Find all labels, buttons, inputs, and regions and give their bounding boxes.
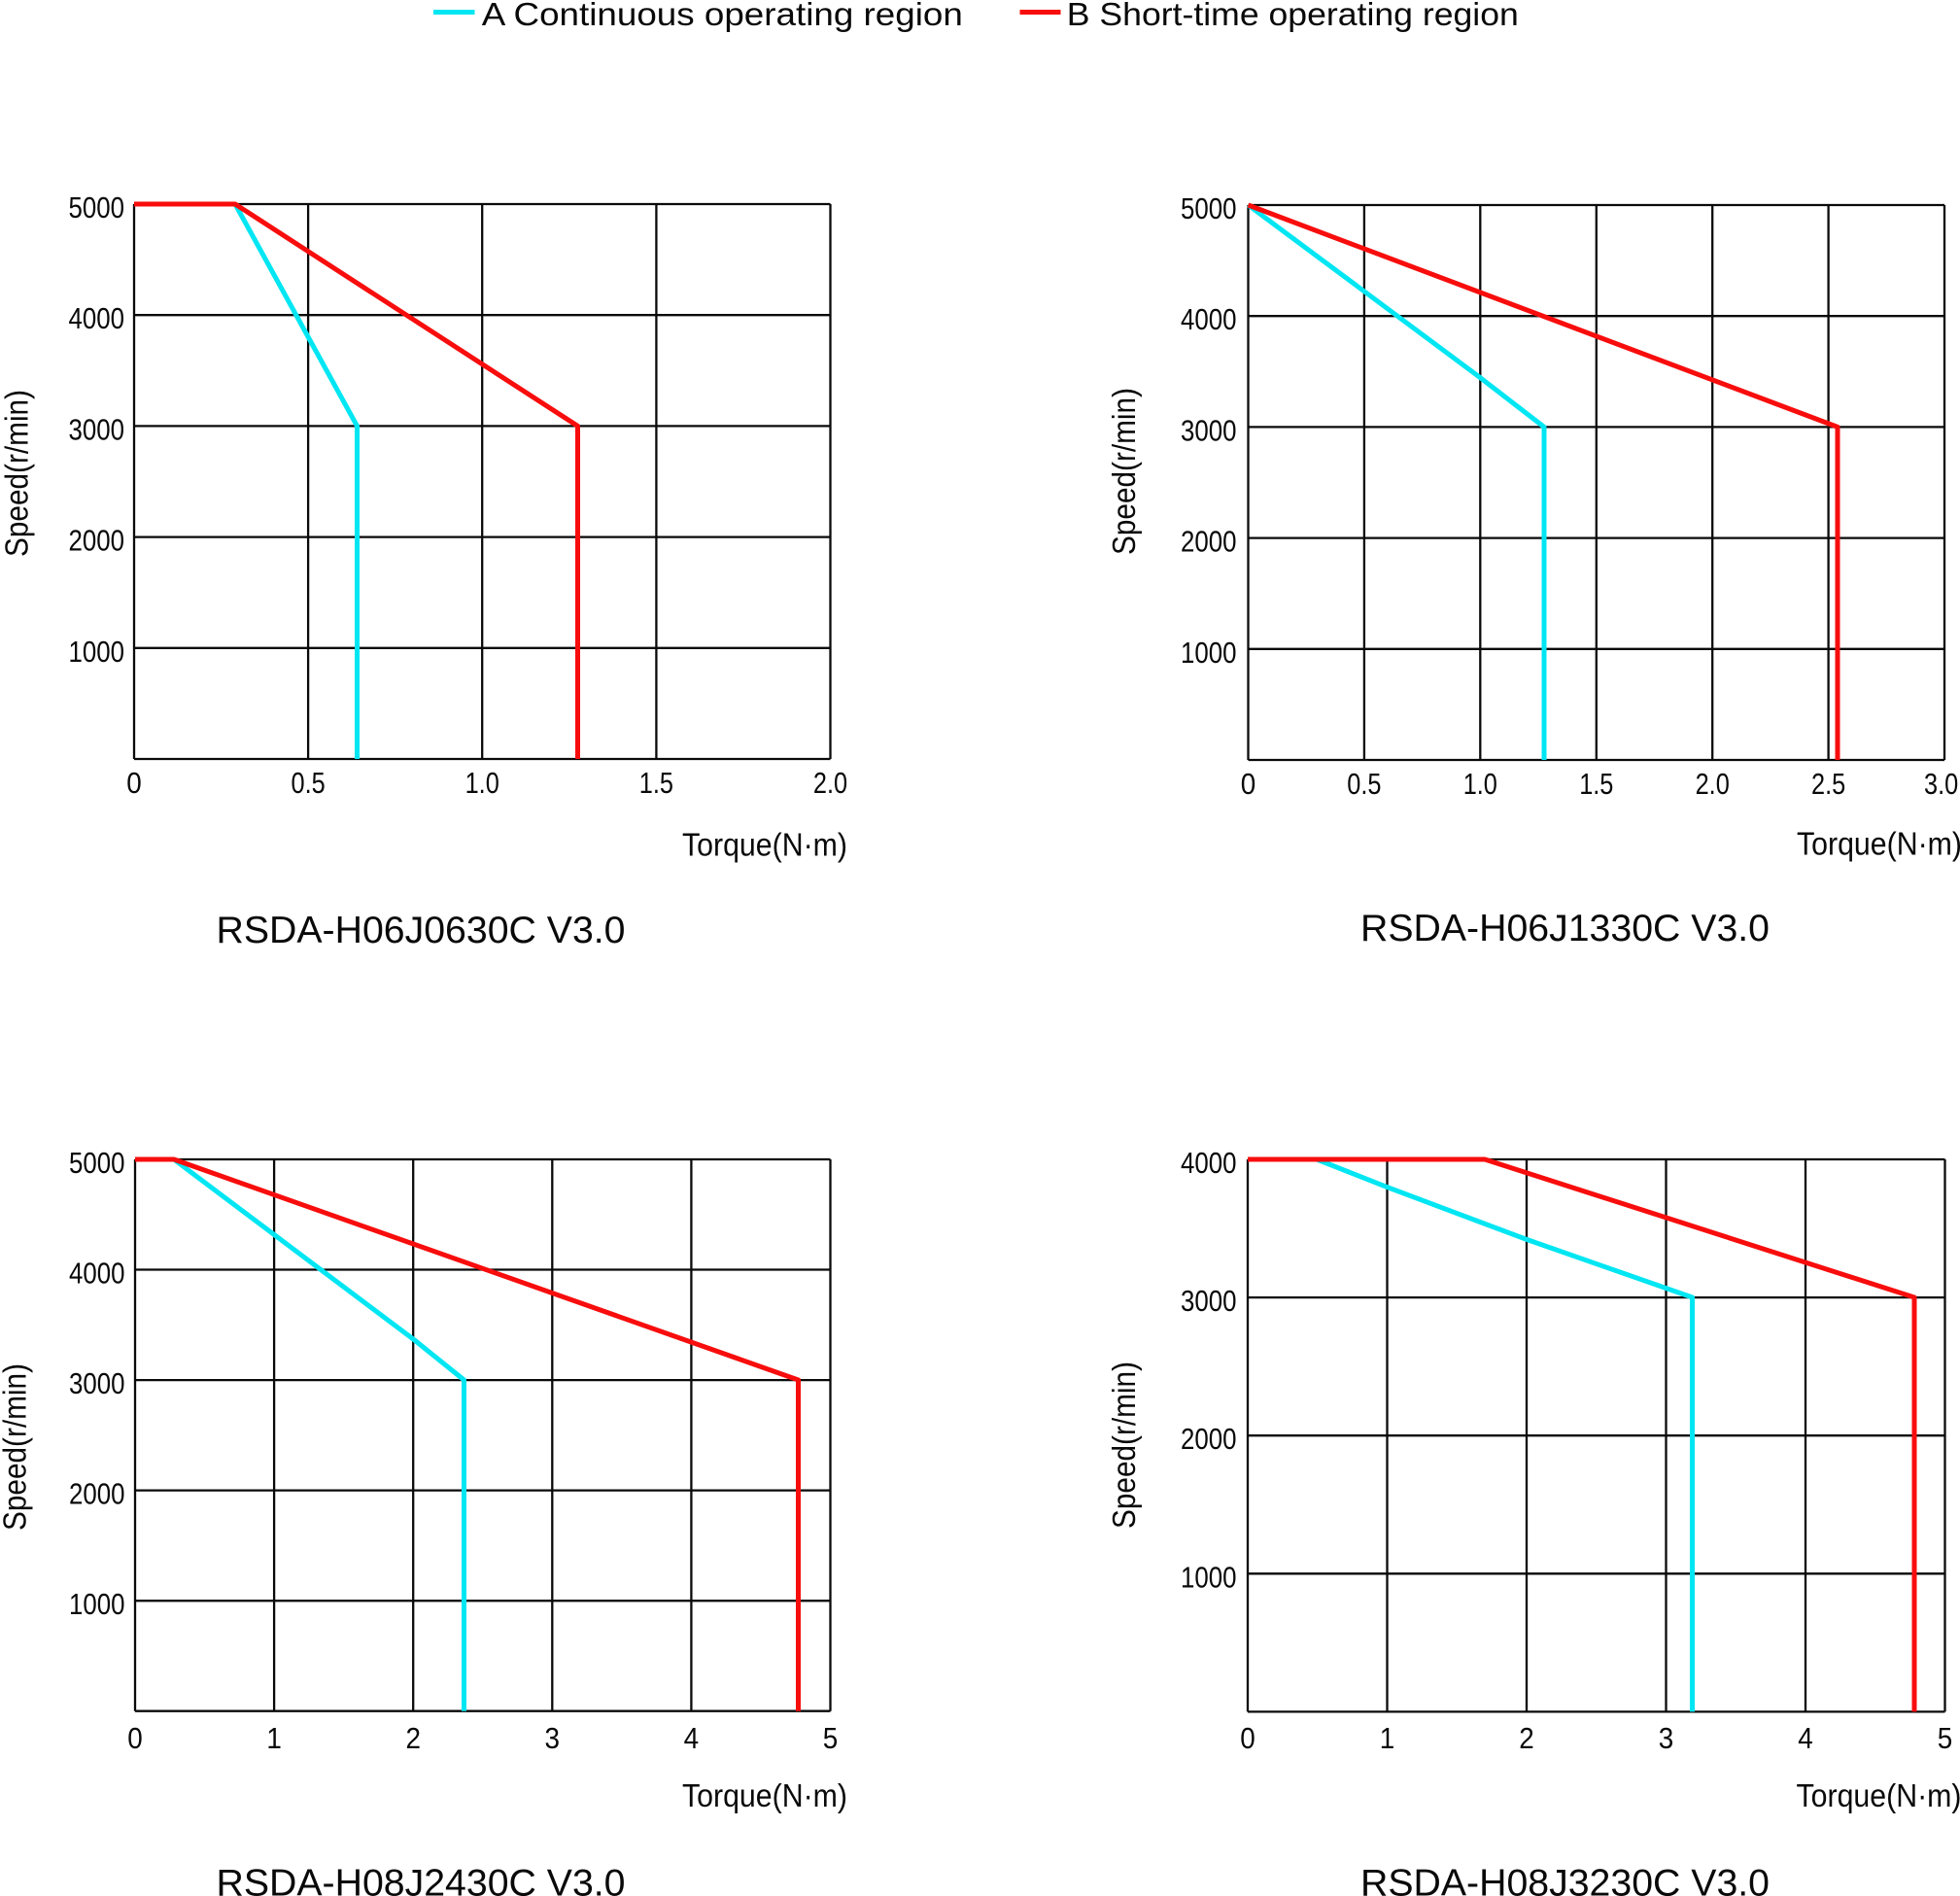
svg-text:2.5: 2.5	[1811, 767, 1845, 801]
svg-text:0: 0	[1241, 767, 1256, 801]
svg-text:Torque(N·m): Torque(N·m)	[1797, 1777, 1960, 1813]
svg-text:3000: 3000	[1181, 1284, 1237, 1318]
svg-text:3: 3	[545, 1721, 561, 1755]
svg-text:5: 5	[823, 1721, 839, 1755]
svg-text:2000: 2000	[1181, 525, 1237, 559]
svg-text:0: 0	[127, 1721, 143, 1755]
svg-text:Speed(r/min): Speed(r/min)	[1106, 1362, 1142, 1529]
svg-text:1000: 1000	[1181, 1560, 1237, 1594]
svg-text:1.5: 1.5	[1579, 767, 1613, 801]
svg-text:1.0: 1.0	[1463, 767, 1497, 801]
svg-text:RSDA-H08J2430C V3.0: RSDA-H08J2430C V3.0	[217, 1863, 626, 1896]
svg-text:Speed(r/min): Speed(r/min)	[0, 390, 34, 557]
svg-text:4: 4	[684, 1721, 700, 1755]
svg-text:1000: 1000	[69, 1587, 125, 1621]
svg-text:2.0: 2.0	[813, 766, 847, 800]
svg-text:1000: 1000	[1181, 636, 1237, 670]
svg-text:Torque(N·m): Torque(N·m)	[1797, 826, 1960, 862]
svg-text:B Short-time operating region: B Short-time operating region	[1067, 0, 1519, 33]
svg-text:4000: 4000	[69, 1257, 125, 1291]
svg-text:4000: 4000	[1181, 1146, 1237, 1180]
svg-text:1: 1	[1380, 1721, 1395, 1755]
svg-text:1.0: 1.0	[465, 766, 499, 800]
svg-text:RSDA-H08J3230C V3.0: RSDA-H08J3230C V3.0	[1360, 1863, 1770, 1896]
svg-text:RSDA-H06J0630C V3.0: RSDA-H06J0630C V3.0	[217, 910, 626, 951]
svg-text:Speed(r/min): Speed(r/min)	[1106, 388, 1142, 555]
svg-text:4000: 4000	[69, 301, 125, 335]
svg-text:0: 0	[126, 766, 142, 800]
svg-text:Torque(N·m): Torque(N·m)	[682, 827, 847, 863]
svg-text:4000: 4000	[1181, 302, 1237, 336]
svg-text:5000: 5000	[1181, 191, 1237, 225]
svg-text:A Continuous operating region: A Continuous operating region	[482, 0, 963, 33]
svg-text:0.5: 0.5	[292, 766, 326, 800]
svg-text:0: 0	[1240, 1721, 1255, 1755]
svg-text:3000: 3000	[69, 412, 125, 446]
svg-text:Torque(N·m): Torque(N·m)	[682, 1777, 847, 1813]
svg-text:2: 2	[405, 1721, 421, 1755]
svg-text:1: 1	[266, 1721, 282, 1755]
svg-text:2.0: 2.0	[1696, 767, 1730, 801]
svg-text:2000: 2000	[1181, 1422, 1237, 1456]
svg-text:3.0: 3.0	[1924, 767, 1958, 801]
svg-text:3: 3	[1659, 1721, 1674, 1755]
svg-text:3000: 3000	[69, 1366, 125, 1400]
svg-text:5000: 5000	[69, 1146, 125, 1180]
svg-text:3000: 3000	[1181, 413, 1237, 447]
svg-text:4: 4	[1798, 1721, 1813, 1755]
svg-text:Speed(r/min): Speed(r/min)	[0, 1363, 33, 1531]
svg-text:2000: 2000	[69, 1477, 125, 1511]
svg-text:5000: 5000	[69, 190, 125, 224]
svg-text:2: 2	[1519, 1721, 1534, 1755]
svg-text:2000: 2000	[69, 524, 125, 558]
svg-text:RSDA-H06J1330C V3.0: RSDA-H06J1330C V3.0	[1360, 908, 1770, 949]
svg-text:0.5: 0.5	[1347, 767, 1381, 801]
svg-text:1000: 1000	[69, 635, 125, 669]
svg-text:5: 5	[1938, 1721, 1953, 1755]
svg-text:1.5: 1.5	[639, 766, 673, 800]
